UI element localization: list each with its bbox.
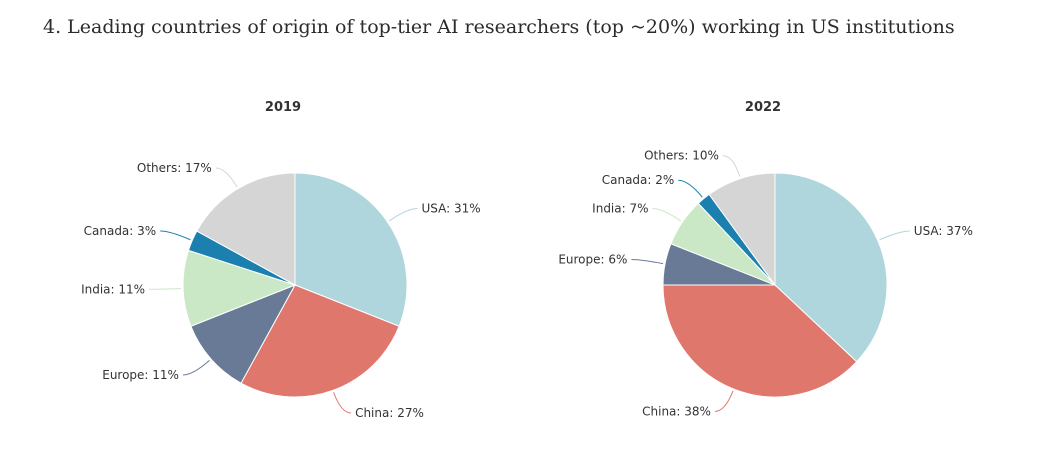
leader-line-usa-2019	[389, 208, 418, 222]
page-title: 4. Leading countries of origin of top-ti…	[43, 16, 955, 38]
slice-label-others-2022: Others: 10%	[644, 149, 719, 163]
pie-slice-india-2019	[182, 249, 297, 327]
pie-slice-others-2019	[196, 172, 296, 286]
slice-label-europe-2019: Europe: 11%	[102, 368, 179, 382]
slice-label-usa-2022: USA: 37%	[914, 224, 973, 238]
leader-line-india-2022	[652, 208, 681, 222]
slice-label-others-2019: Others: 17%	[137, 161, 212, 175]
leader-line-others-2019	[215, 167, 238, 188]
slice-label-canada-2022: Canada: 2%	[602, 173, 675, 187]
slice-label-canada-2019: Canada: 3%	[84, 224, 157, 238]
leader-line-europe-2019	[182, 360, 210, 376]
pie-slice-europe-2019	[190, 284, 297, 384]
slice-label-china-2019: China: 27%	[355, 406, 424, 420]
chart-title-2019: 2019	[265, 100, 301, 115]
slice-label-india-2019: India: 11%	[81, 282, 145, 296]
leader-line-canada-2022	[678, 179, 703, 198]
leader-line-india-2019	[149, 288, 182, 290]
pie-chart-2019: USA: 31% China: 27% Europe: 11% India: 11% C…	[81, 161, 481, 420]
chart-title-2022: 2022	[745, 100, 781, 115]
pie-slice-usa-2019	[294, 172, 408, 327]
leader-line-europe-2022	[631, 259, 664, 265]
pie-slice-china-2022	[662, 284, 858, 398]
slice-label-europe-2022: Europe: 6%	[558, 253, 627, 267]
slice-label-india-2022: India: 7%	[592, 202, 648, 216]
pie-slice-china-2019	[240, 284, 400, 398]
pie-slice-others-2022	[708, 172, 776, 287]
leader-line-china-2019	[333, 392, 352, 414]
leader-line-china-2022	[714, 390, 734, 412]
slice-label-china-2022: China: 38%	[642, 404, 711, 418]
pie-slice-usa-2022	[774, 172, 888, 363]
slice-label-usa-2019: USA: 31%	[421, 202, 480, 216]
leader-line-others-2022	[722, 155, 741, 177]
pie-chart-2022: USA: 37% China: 38% Europe: 6% India: 7% Can…	[558, 149, 973, 419]
leader-line-canada-2019	[160, 230, 191, 241]
leader-line-usa-2022	[879, 230, 910, 241]
